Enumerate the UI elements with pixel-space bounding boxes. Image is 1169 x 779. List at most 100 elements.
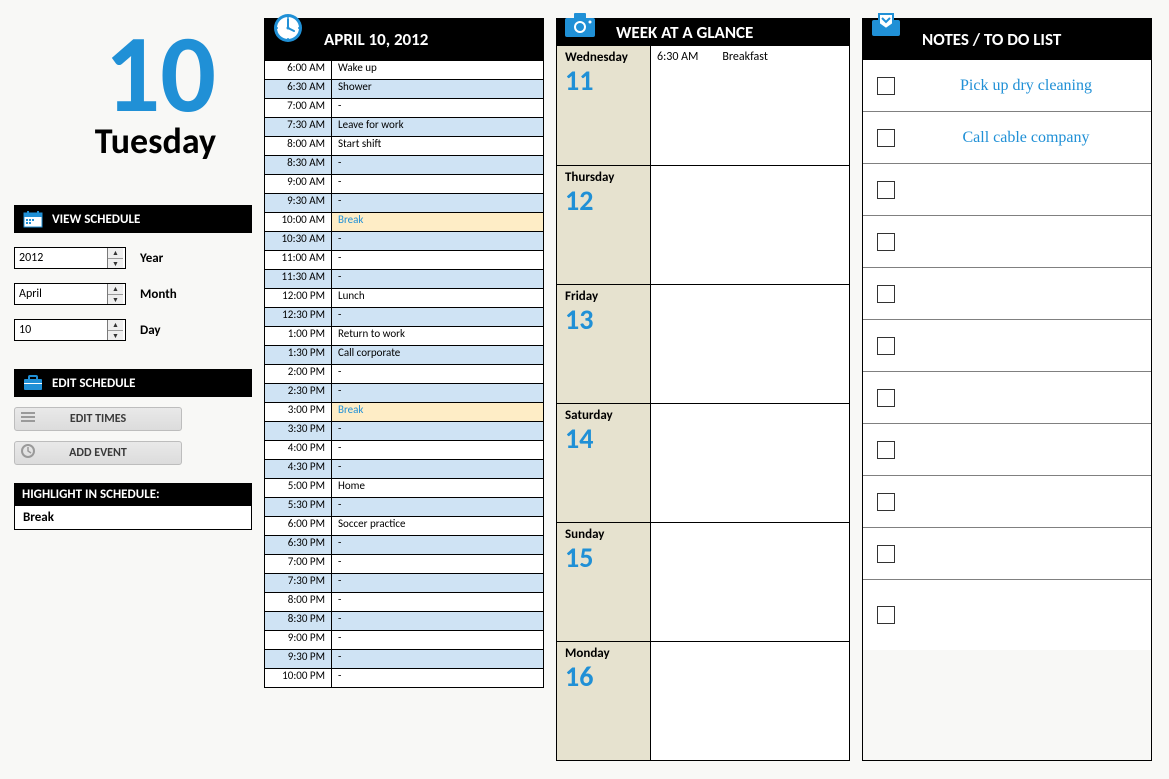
- schedule-row[interactable]: 8:30 AM-: [265, 155, 543, 174]
- day-up[interactable]: ▲: [108, 320, 123, 331]
- schedule-event[interactable]: Home: [331, 479, 543, 497]
- schedule-event[interactable]: -: [331, 384, 543, 402]
- note-checkbox[interactable]: [877, 77, 895, 95]
- week-day-block[interactable]: Thursday12: [557, 165, 849, 284]
- schedule-row[interactable]: 9:30 AM-: [265, 193, 543, 212]
- schedule-row[interactable]: 6:00 AMWake up: [265, 60, 543, 79]
- schedule-row[interactable]: 10:00 AMBreak: [265, 212, 543, 231]
- note-checkbox[interactable]: [877, 337, 895, 355]
- schedule-event[interactable]: -: [331, 99, 543, 117]
- schedule-event[interactable]: Soccer practice: [331, 517, 543, 535]
- edit-times-button[interactable]: EDIT TIMES: [14, 407, 182, 431]
- day-input[interactable]: [15, 320, 107, 340]
- schedule-row[interactable]: 7:00 AM-: [265, 98, 543, 117]
- year-up[interactable]: ▲: [108, 248, 123, 259]
- note-row[interactable]: Pick up dry cleaning: [863, 60, 1151, 112]
- note-checkbox[interactable]: [877, 493, 895, 511]
- schedule-row[interactable]: 8:00 AMStart shift: [265, 136, 543, 155]
- week-day-events[interactable]: 6:30 AMBreakfast: [651, 46, 849, 165]
- schedule-event[interactable]: -: [331, 232, 543, 250]
- week-day-block[interactable]: Friday13: [557, 284, 849, 403]
- schedule-row[interactable]: 8:00 PM-: [265, 592, 543, 611]
- schedule-row[interactable]: 1:00 PMReturn to work: [265, 326, 543, 345]
- schedule-row[interactable]: 7:00 PM-: [265, 554, 543, 573]
- schedule-event[interactable]: -: [331, 251, 543, 269]
- schedule-row[interactable]: 5:00 PMHome: [265, 478, 543, 497]
- week-day-events[interactable]: [651, 642, 849, 760]
- schedule-row[interactable]: 9:00 AM-: [265, 174, 543, 193]
- note-row[interactable]: Call cable company: [863, 112, 1151, 164]
- schedule-event[interactable]: -: [331, 365, 543, 383]
- schedule-event[interactable]: -: [331, 175, 543, 193]
- schedule-event[interactable]: -: [331, 574, 543, 592]
- schedule-row[interactable]: 3:00 PMBreak: [265, 402, 543, 421]
- schedule-event[interactable]: -: [331, 593, 543, 611]
- day-down[interactable]: ▼: [108, 331, 123, 341]
- schedule-event[interactable]: -: [331, 308, 543, 326]
- week-day-block[interactable]: Wednesday116:30 AMBreakfast: [557, 46, 849, 165]
- note-row[interactable]: [863, 476, 1151, 528]
- year-spinner[interactable]: ▲▼: [14, 247, 126, 269]
- schedule-row[interactable]: 3:30 PM-: [265, 421, 543, 440]
- schedule-row[interactable]: 10:00 PM-: [265, 668, 543, 687]
- month-spinner[interactable]: ▲▼: [14, 283, 126, 305]
- schedule-row[interactable]: 6:30 PM-: [265, 535, 543, 554]
- schedule-event[interactable]: -: [331, 194, 543, 212]
- schedule-event[interactable]: -: [331, 555, 543, 573]
- schedule-row[interactable]: 4:30 PM-: [265, 459, 543, 478]
- schedule-event[interactable]: -: [331, 460, 543, 478]
- schedule-event[interactable]: Start shift: [331, 137, 543, 155]
- note-row[interactable]: [863, 424, 1151, 476]
- schedule-event[interactable]: Call corporate: [331, 346, 543, 364]
- schedule-row[interactable]: 9:00 PM-: [265, 630, 543, 649]
- schedule-event[interactable]: -: [331, 441, 543, 459]
- note-checkbox[interactable]: [877, 233, 895, 251]
- note-row[interactable]: [863, 528, 1151, 580]
- schedule-event[interactable]: -: [331, 650, 543, 668]
- schedule-event[interactable]: Break: [331, 213, 543, 231]
- month-input[interactable]: [15, 284, 107, 304]
- week-day-block[interactable]: Sunday15: [557, 522, 849, 641]
- day-spinner[interactable]: ▲▼: [14, 319, 126, 341]
- schedule-row[interactable]: 2:00 PM-: [265, 364, 543, 383]
- week-day-events[interactable]: [651, 285, 849, 403]
- schedule-event[interactable]: -: [331, 631, 543, 649]
- schedule-row[interactable]: 6:30 AMShower: [265, 79, 543, 98]
- note-row[interactable]: [863, 216, 1151, 268]
- schedule-event[interactable]: -: [331, 498, 543, 516]
- schedule-event[interactable]: Shower: [331, 80, 543, 98]
- year-input[interactable]: [15, 248, 107, 268]
- schedule-row[interactable]: 5:30 PM-: [265, 497, 543, 516]
- schedule-row[interactable]: 11:30 AM-: [265, 269, 543, 288]
- schedule-event[interactable]: Leave for work: [331, 118, 543, 136]
- note-checkbox[interactable]: [877, 441, 895, 459]
- note-row[interactable]: [863, 268, 1151, 320]
- week-day-events[interactable]: [651, 166, 849, 284]
- week-day-block[interactable]: Saturday14: [557, 403, 849, 522]
- note-row[interactable]: [863, 372, 1151, 424]
- schedule-row[interactable]: 8:30 PM-: [265, 611, 543, 630]
- month-down[interactable]: ▼: [108, 295, 123, 305]
- schedule-row[interactable]: 2:30 PM-: [265, 383, 543, 402]
- schedule-row[interactable]: 7:30 AMLeave for work: [265, 117, 543, 136]
- week-day-events[interactable]: [651, 404, 849, 522]
- year-down[interactable]: ▼: [108, 259, 123, 269]
- note-checkbox[interactable]: [877, 606, 895, 624]
- schedule-event[interactable]: Return to work: [331, 327, 543, 345]
- schedule-event[interactable]: -: [331, 612, 543, 630]
- schedule-event[interactable]: Wake up: [331, 61, 543, 79]
- schedule-row[interactable]: 1:30 PMCall corporate: [265, 345, 543, 364]
- note-checkbox[interactable]: [877, 389, 895, 407]
- schedule-row[interactable]: 9:30 PM-: [265, 649, 543, 668]
- schedule-event[interactable]: -: [331, 669, 543, 687]
- schedule-event[interactable]: Lunch: [331, 289, 543, 307]
- note-row[interactable]: [863, 580, 1151, 650]
- note-checkbox[interactable]: [877, 285, 895, 303]
- schedule-event[interactable]: -: [331, 270, 543, 288]
- note-checkbox[interactable]: [877, 545, 895, 563]
- note-text[interactable]: Call cable company: [915, 129, 1137, 147]
- add-event-button[interactable]: ADD EVENT: [14, 441, 182, 465]
- schedule-row[interactable]: 6:00 PMSoccer practice: [265, 516, 543, 535]
- note-text[interactable]: Pick up dry cleaning: [915, 77, 1137, 95]
- schedule-row[interactable]: 11:00 AM-: [265, 250, 543, 269]
